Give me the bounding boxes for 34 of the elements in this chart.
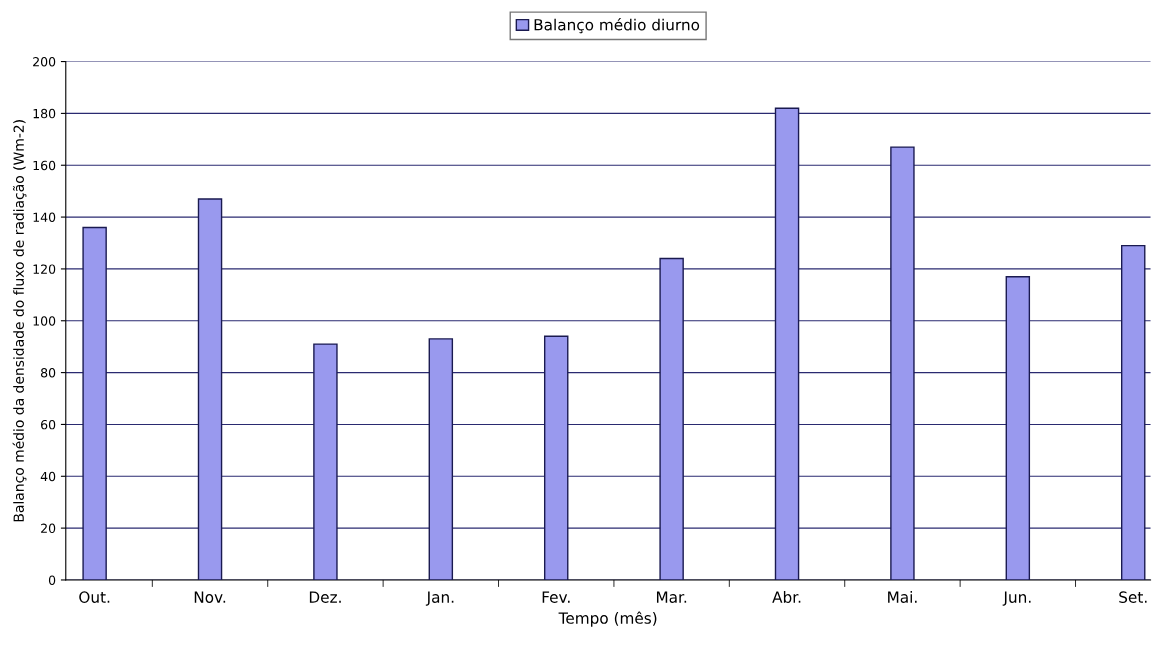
x-tick-label: Nov. bbox=[194, 591, 226, 603]
bar bbox=[197, 198, 223, 580]
x-tick-label: Jan. bbox=[425, 591, 454, 606]
x-tick-label: Out. bbox=[79, 591, 110, 603]
x-tick-label: Abr. bbox=[772, 591, 801, 603]
bar bbox=[82, 226, 107, 580]
bar bbox=[774, 107, 800, 580]
y-tick-label: 40 bbox=[40, 471, 56, 482]
bar bbox=[428, 338, 454, 580]
y-axis-title: Balanço médio da densidade do fluxo de radiação (Wm-2) bbox=[12, 120, 27, 522]
bar bbox=[543, 335, 569, 580]
x-tick-label: Mai. bbox=[888, 591, 917, 603]
y-tick-label: 80 bbox=[41, 368, 56, 378]
legend-label: Balanço médio diurno bbox=[534, 18, 700, 34]
bar bbox=[313, 343, 338, 580]
x-tick-label: Set. bbox=[1119, 591, 1147, 603]
y-tick-label: 120 bbox=[33, 264, 56, 274]
bar bbox=[659, 257, 684, 580]
y-tick-label: 0 bbox=[48, 575, 56, 585]
y-tick-label: 140 bbox=[33, 212, 56, 223]
y-tick-label: 160 bbox=[33, 160, 56, 171]
x-tick-label: Fev. bbox=[542, 591, 570, 603]
x-tick-label: Mar. bbox=[656, 591, 687, 603]
bar bbox=[1120, 244, 1146, 580]
bar bbox=[1005, 276, 1031, 580]
y-tick-label: 100 bbox=[33, 316, 56, 326]
y-tick-label: 180 bbox=[33, 108, 56, 119]
y-tick-label: 20 bbox=[41, 523, 56, 534]
x-axis-title: Tempo (mês) bbox=[558, 611, 657, 627]
y-tick-label: 200 bbox=[33, 57, 56, 67]
bar bbox=[890, 146, 915, 580]
x-tick-label: Dez. bbox=[309, 591, 341, 603]
x-tick-label: Jun. bbox=[1002, 591, 1031, 606]
y-tick-label: 60 bbox=[41, 419, 56, 430]
